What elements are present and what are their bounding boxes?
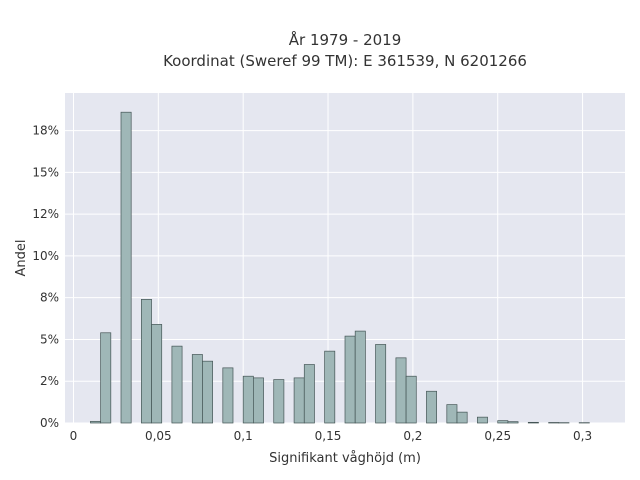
y-tick-label: 12% (32, 207, 59, 221)
histogram-bar (548, 422, 560, 424)
chart-subtitle: Koordinat (Sweref 99 TM): E 361539, N 62… (163, 52, 527, 70)
histogram-bar (446, 404, 458, 424)
x-axis-label: Signifikant våghöjd (m) (269, 451, 421, 466)
histogram-bar (222, 367, 234, 424)
x-tick-label: 0,3 (573, 429, 592, 443)
x-axis-ticks: 0 0,05 0,1 0,15 0,2 0,25 0,3 (70, 429, 592, 443)
histogram-bar (426, 390, 437, 424)
y-axis-ticks: 0% 2% 5% 8% 10% 12% 15% 18% (32, 124, 59, 430)
chart-title: År 1979 - 2019 (289, 30, 402, 49)
histogram-bar (497, 420, 509, 424)
y-tick-label: 10% (32, 249, 59, 263)
histogram-bar (242, 375, 254, 424)
histogram-bar (456, 411, 468, 424)
histogram-bar (405, 375, 417, 424)
histogram-bar (141, 299, 152, 424)
histogram-bar (303, 364, 315, 424)
histogram-bar (293, 377, 305, 424)
y-axis-label: Andel (14, 240, 29, 277)
x-tick-label: 0,1 (234, 429, 253, 443)
histogram-bar (527, 421, 539, 424)
histogram-bar (202, 360, 213, 424)
x-tick-label: 0,2 (403, 429, 422, 443)
histogram-bar (354, 330, 366, 424)
x-tick-label: 0,15 (315, 429, 342, 443)
histogram-bar (151, 324, 163, 424)
histogram-bar (120, 111, 132, 424)
histogram-bar (171, 345, 183, 424)
y-tick-label: 2% (40, 374, 59, 388)
histogram-bar (253, 377, 264, 424)
histogram-bar (90, 420, 101, 424)
y-tick-label: 8% (40, 291, 59, 305)
histogram-bar (100, 332, 112, 424)
histogram-bar (324, 350, 336, 424)
histogram-bar (507, 421, 519, 424)
y-tick-label: 15% (32, 165, 59, 179)
x-tick-label: 0 (70, 429, 78, 443)
histogram-bar (375, 344, 387, 424)
histogram-bar (344, 335, 356, 424)
histogram-bar (395, 357, 407, 424)
histogram-bar (273, 379, 285, 424)
histogram-bars (90, 111, 590, 424)
x-tick-label: 0,05 (145, 429, 172, 443)
histogram-bar (191, 354, 203, 424)
histogram-bar (477, 416, 488, 424)
y-tick-label: 0% (40, 416, 59, 430)
y-tick-label: 5% (40, 332, 59, 346)
y-tick-label: 18% (32, 124, 59, 138)
x-tick-label: 0,25 (484, 429, 511, 443)
